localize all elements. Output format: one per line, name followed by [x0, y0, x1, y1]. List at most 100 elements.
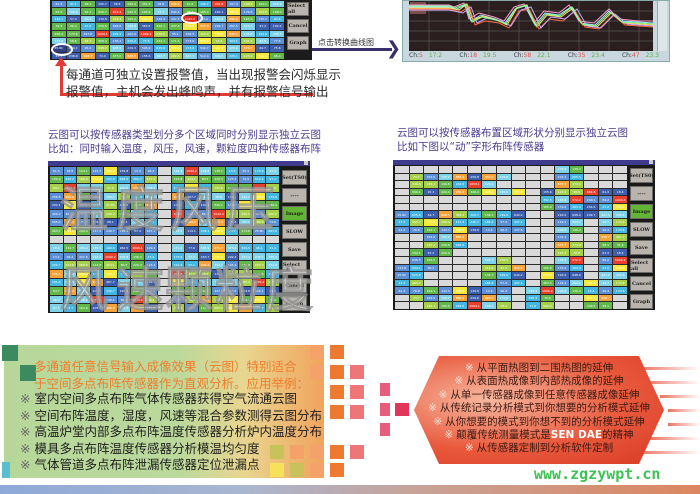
heatmap-cell: 55.1 — [90, 192, 104, 201]
heatmap-cell: 168.0 — [144, 287, 158, 295]
select-all-button[interactable]: Select all — [630, 258, 653, 273]
heatmap-cell: 73.7 — [144, 218, 158, 227]
heatmap-cell: 424.2 — [124, 37, 139, 45]
set-ts0-button[interactable]: Set(TS0) — [629, 168, 654, 183]
feature-item: ※ 从表面热成像到内部热成像的延伸 — [454, 375, 624, 388]
heatmap-cell — [395, 166, 409, 173]
blank-button[interactable]: ---- — [630, 186, 653, 201]
heatmap-cell: 605.5 — [569, 173, 584, 181]
cancel-button[interactable]: Cancel — [282, 278, 307, 293]
heatmap-cell: 47.3 — [185, 252, 198, 261]
save-button[interactable]: Save — [630, 240, 653, 255]
heatmap-cell: 447.1 — [168, 15, 183, 23]
heatmap-cell: 240.1 — [212, 8, 226, 15]
heatmap-cell — [90, 235, 104, 244]
heatmap-cell: 774.6 — [183, 23, 197, 30]
heatmap-cell: 97.2 — [424, 249, 438, 256]
select-all-button[interactable]: Select all — [282, 260, 307, 275]
heatmap-cell — [467, 196, 482, 203]
heatmap-cell — [598, 181, 613, 188]
heatmap-cell: 1099.2 — [185, 167, 198, 175]
heatmap-cell: 193.0 — [104, 175, 117, 184]
heatmap-cell: 132.7 — [212, 270, 225, 278]
alarm-highlight-oval — [51, 43, 73, 56]
list-item: ※ 气体管道多点布阵泄漏传感器定位泄漏点 — [20, 457, 260, 472]
heatmap-cell: 55.1 — [239, 218, 252, 227]
slow-button[interactable]: SLOW — [630, 222, 653, 237]
heatmap-cell: 106.8 — [555, 166, 569, 173]
heatmap-cell — [395, 188, 409, 196]
close-icon[interactable] — [649, 160, 653, 164]
heatmap-cell — [395, 302, 409, 309]
graph-button[interactable]: Graph — [282, 296, 307, 311]
heatmap-cell: 38.8 — [110, 1, 124, 8]
heatmap-cell: 75.6 — [117, 270, 131, 278]
heatmap-cell: 47.3 — [266, 167, 279, 175]
heatmap-cell: 179.6 — [239, 261, 252, 270]
heatmap-cell — [569, 302, 584, 309]
close-icon[interactable] — [304, 161, 308, 165]
heatmap-cell — [526, 272, 540, 279]
heatmap-cell: 179.1 — [239, 295, 252, 304]
image-button[interactable]: Image — [282, 206, 307, 221]
heatmap-cell — [540, 256, 555, 264]
heatmap-cell — [158, 252, 171, 261]
heatmap-cell: 119.1 — [555, 279, 569, 287]
heatmap-cell: 473.0 — [225, 244, 239, 252]
heatmap-cell: 473.0 — [77, 218, 90, 227]
heatmap-cell: 363.5 — [171, 227, 185, 235]
heatmap-cell: 13.4 — [198, 278, 212, 287]
list-item: ※ 高温炉堂内部多点布阵温度传感器分析炉内温度分布 — [20, 424, 322, 439]
heatmap-cell: 123.2 — [555, 249, 569, 256]
heatmap-cell: 296.3 — [526, 294, 540, 302]
cancel-button[interactable]: Cancel — [287, 19, 309, 33]
heatmap-cell: 512.4 — [482, 264, 496, 272]
heatmap-cell — [424, 272, 438, 279]
heading-line: 于空间多点布阵传感器作为直观分析。应用举例： — [34, 376, 310, 391]
select-all-button[interactable]: Select all — [287, 2, 309, 16]
heatmap-cell: 300.5 — [613, 272, 627, 279]
set-ts0-button[interactable]: Set(TS0) — [282, 170, 307, 185]
heatmap-cell: 299.4 — [438, 219, 453, 226]
heatmap-cell — [438, 279, 453, 287]
heatmap-cell — [526, 249, 540, 256]
heatmap-cell: 640.2 — [212, 201, 225, 209]
heatmap-cell: 96.0 — [270, 52, 284, 59]
heatmap-cell: 400.0 — [117, 184, 131, 192]
heatmap-cell: 63.5 — [131, 218, 144, 227]
heatmap-cell: 13.4 — [212, 37, 226, 45]
heatmap-cell: 199.9 — [496, 272, 511, 279]
heatmap-cell: 240.1 — [185, 209, 198, 218]
cancel-button[interactable]: Cancel — [630, 276, 653, 291]
applications-list: ※ 室内空间多点布阵气体传感器获得空气流通云图 ※ 空间布阵温度，湿度，风速等混合参… — [20, 391, 322, 474]
decor-square — [350, 445, 364, 459]
blank-button[interactable]: ---- — [282, 188, 307, 203]
heatmap-cell: 905.0 — [482, 173, 496, 181]
heatmap-cell: 308.4 — [144, 184, 158, 192]
heatmap-cell: 98.1 — [252, 244, 266, 252]
image-button[interactable]: Image — [630, 204, 653, 219]
curve-scrollbar[interactable] — [657, 1, 667, 51]
heatmap-cell: 105.2 — [90, 304, 104, 312]
slow-button[interactable]: SLOW — [282, 224, 307, 239]
heatmap-cell: 129.2 — [482, 302, 496, 309]
heatmap-cell: 179.1 — [171, 184, 185, 192]
heatmap-cell: 97.1 — [496, 264, 511, 272]
heatmap-cell: 97.1 — [185, 261, 198, 270]
decor-square — [330, 365, 344, 379]
heatmap-cell: 352.3 — [144, 209, 158, 218]
heatmap-cell — [496, 181, 511, 188]
heatmap-cell — [511, 181, 526, 188]
save-button[interactable]: Save — [282, 242, 307, 257]
heatmap-cell: 203.3 — [569, 203, 584, 211]
heatmap-cell: 105.7 — [467, 211, 482, 219]
heatmap-cell — [117, 235, 131, 244]
heatmap-cell: 119.1 — [185, 227, 198, 235]
graph-button[interactable]: Graph — [287, 36, 309, 50]
heatmap-cell: 58.6 — [66, 37, 81, 45]
heatmap-cell: 61.3 — [598, 188, 613, 196]
graph-button[interactable]: Graph — [630, 294, 653, 309]
decor-streak — [640, 451, 700, 454]
heatmap-cell: 136.2 — [569, 226, 584, 234]
